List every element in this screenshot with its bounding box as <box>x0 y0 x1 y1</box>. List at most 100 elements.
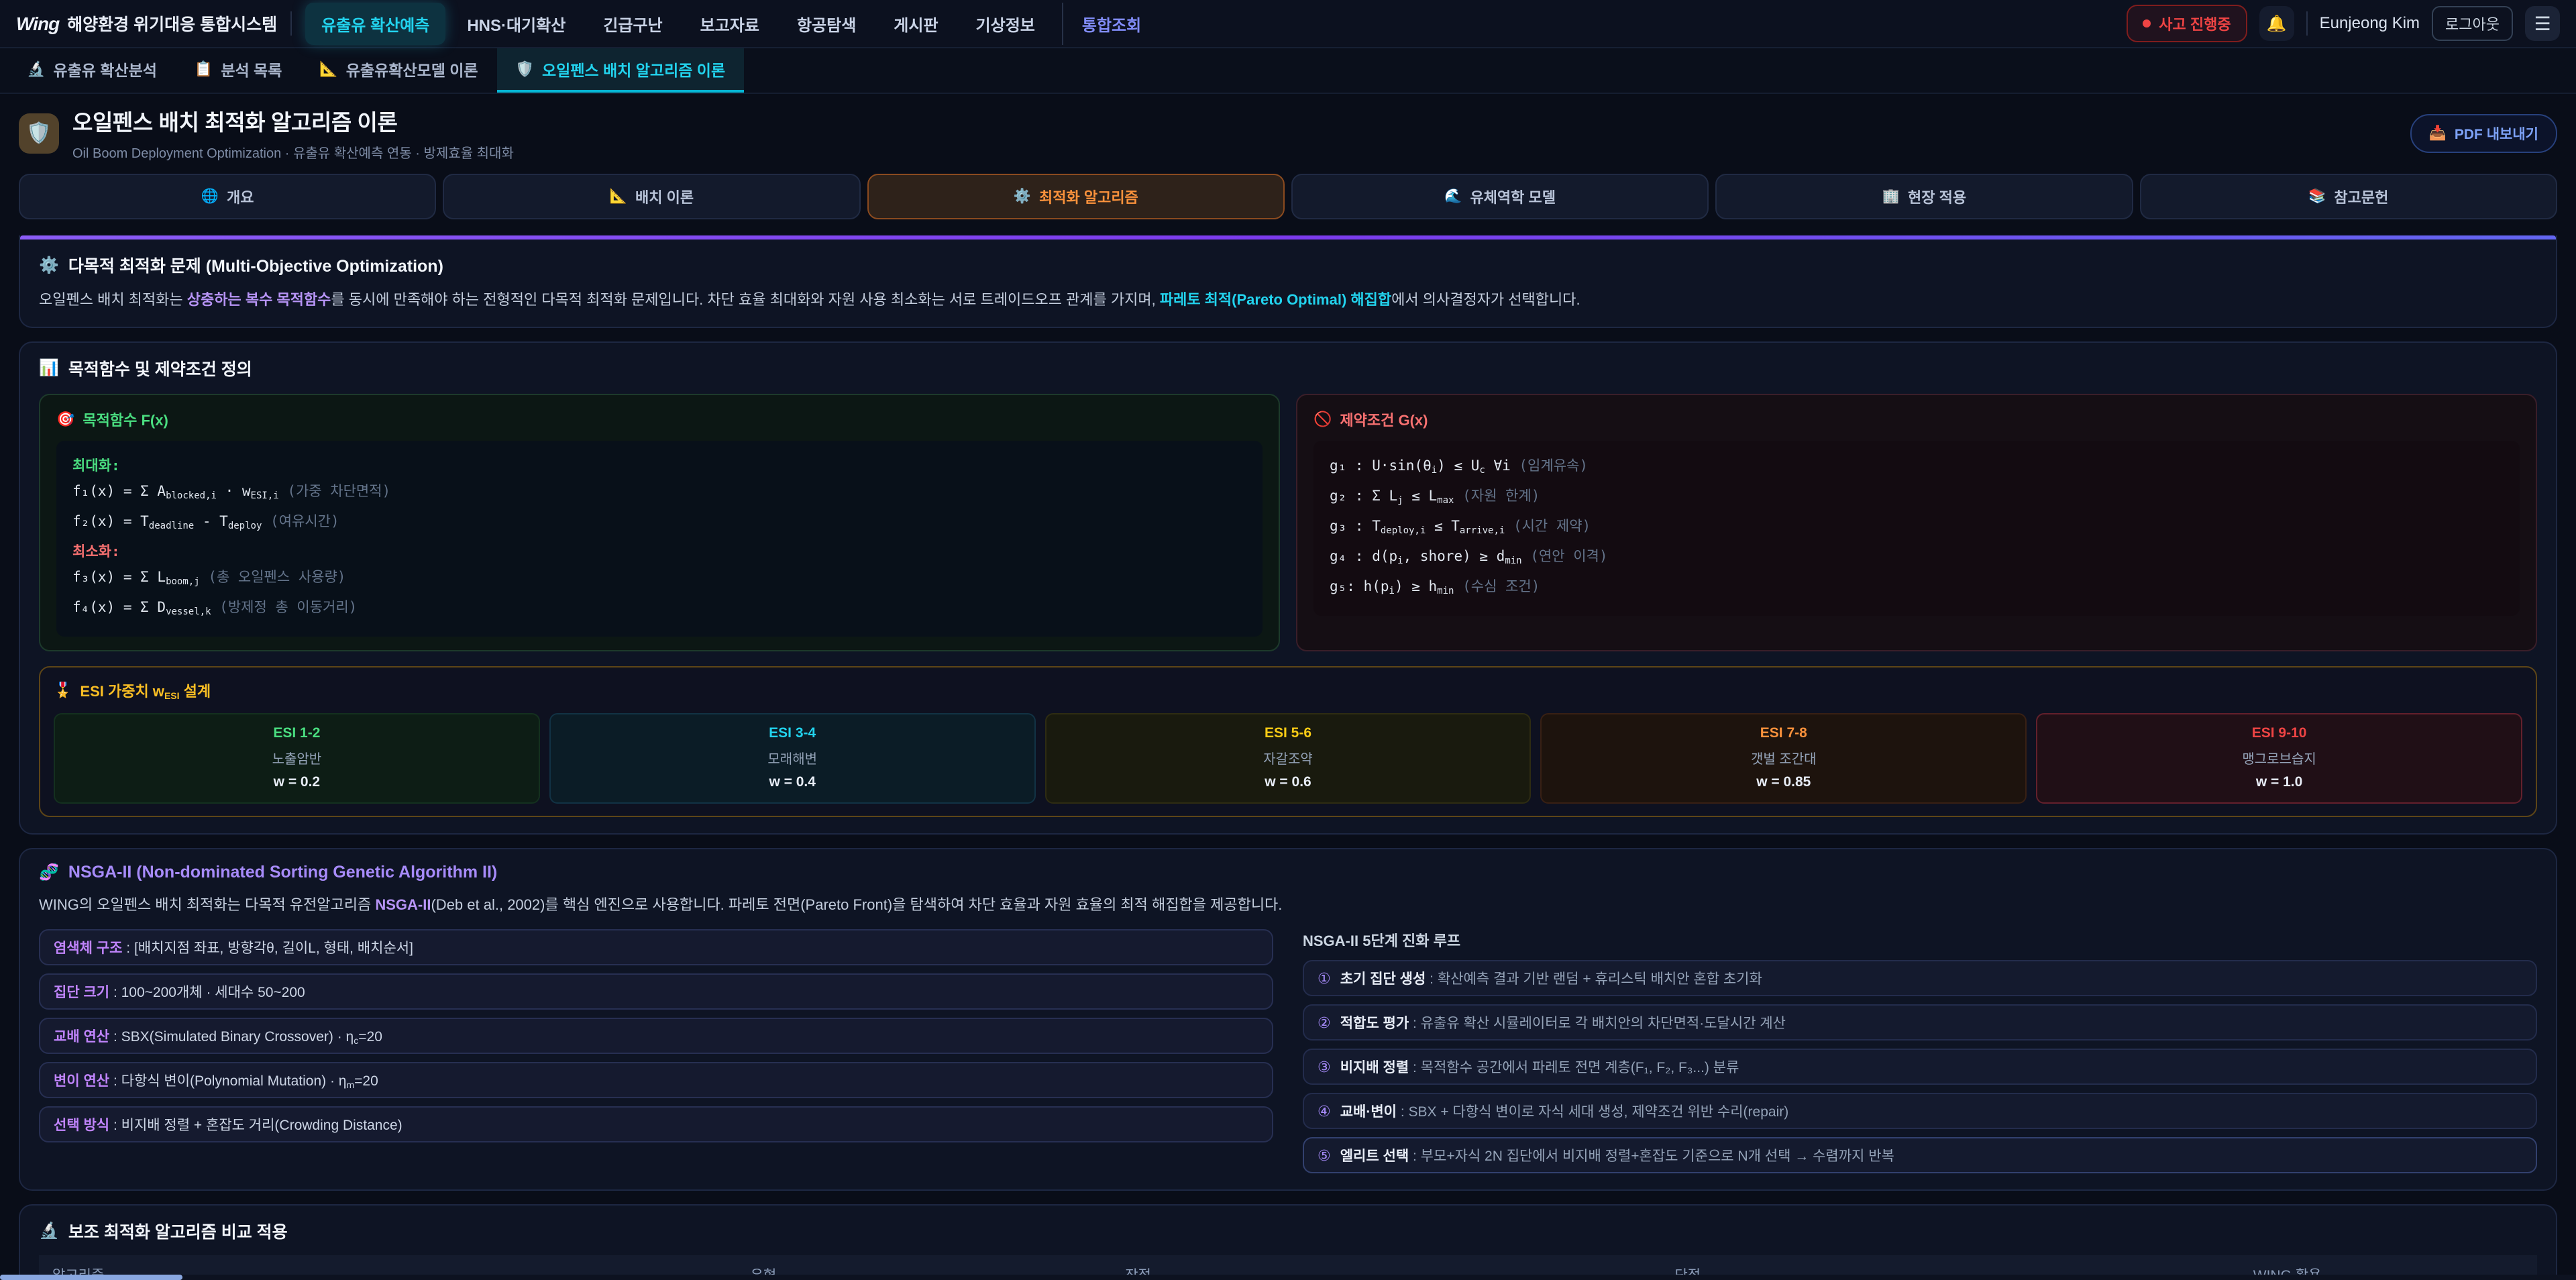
esi-range: ESI 1-2 <box>273 725 321 741</box>
esi-label: 맹그로브습지 <box>2242 751 2316 767</box>
highlight-purple: 상충하는 복수 목적함수 <box>186 291 331 308</box>
ruler-icon: 📐 <box>609 189 628 204</box>
step-number-icon: ⑤ <box>1318 1146 1331 1164</box>
formula-line: g₄ : d(pi, shore) ≥ dmin (연안 이격) <box>1330 547 1608 566</box>
clipboard-icon: 📋 <box>194 60 213 77</box>
maximize-label: 최대화: <box>72 457 120 474</box>
esi-weight: w = 0.85 <box>1756 774 1811 790</box>
step-number-icon: ③ <box>1318 1058 1331 1075</box>
step-number-icon: ① <box>1318 969 1331 987</box>
section-paragraph: 오일펜스 배치 최적화는 상충하는 복수 목적함수를 동시에 만족해야 하는 전… <box>39 289 2537 311</box>
page-shield-icon: 🛡️ <box>19 113 59 154</box>
globe-icon: 🌐 <box>201 189 219 204</box>
tab-deployment-theory[interactable]: 📐 배치 이론 <box>443 174 861 219</box>
tab-optimization-algorithm[interactable]: ⚙️ 최적화 알고리즘 <box>867 174 1285 219</box>
brand[interactable]: Wing 해양환경 위기대응 통합시스템 <box>16 11 277 36</box>
list-item-population: 집단 크기 : 100~200개체 · 세대수 50~200 <box>39 973 1273 1010</box>
hamburger-menu-button[interactable]: ☰ <box>2525 6 2560 41</box>
tab-label: 배치 이론 <box>635 189 694 206</box>
subtab-label: 유출유확산모델 이론 <box>345 62 478 79</box>
loop-step-4: ④ 교배·변이 : SBX + 다항식 변이로 자식 세대 생성, 제약조건 위반… <box>1303 1092 2537 1129</box>
nav-item-integrated-search[interactable]: 통합조회 <box>1061 2 1157 45</box>
nav-item-air-search[interactable]: 항공탐색 <box>796 16 857 35</box>
tab-field-application[interactable]: 🏢 현장 적용 <box>1715 174 2133 219</box>
section-multi-objective: ⚙️ 다목적 최적화 문제 (Multi-Objective Optimizat… <box>19 235 2557 328</box>
esi-weight: w = 1.0 <box>2255 774 2303 790</box>
esi-card-9-10: ESI 9-10 맹그로브습지 w = 1.0 <box>2036 712 2522 804</box>
paragraph-text: 를 동시에 만족해야 하는 전형적인 다목적 최적화 문제입니다. 차단 효율 … <box>331 291 1160 308</box>
loop-heading: NSGA-II 5단계 진화 루프 <box>1303 932 1461 949</box>
esi-range: ESI 7-8 <box>1760 725 1807 741</box>
subtab-diffusion-model-theory[interactable]: 📐 유출유확산모델 이론 <box>301 48 496 93</box>
esi-card-5-6: ESI 5-6 자갈조약 w = 0.6 <box>1044 712 1532 804</box>
page-subtitle: Oil Boom Deployment Optimization · 유출유 확… <box>72 146 514 161</box>
esi-weight: w = 0.2 <box>273 774 321 790</box>
nav-item-board[interactable]: 게시판 <box>894 16 938 35</box>
section-nsga2: 🧬 NSGA-II (Non-dominated Sorting Genetic… <box>19 847 2557 1191</box>
main-menu: 유출유 확산예측 HNS·대기확산 긴급구난 보고자료 항공탐색 게시판 기상정… <box>305 2 2113 45</box>
paragraph-text: WING의 오일펜스 배치 최적화는 다목적 유전알고리즘 <box>39 896 376 913</box>
esi-label: 모래해변 <box>767 751 817 767</box>
notification-button[interactable]: 🔔 <box>2259 6 2294 41</box>
formula-line: f₃(x) = Σ Lboom,j (총 오일펜스 사용량) <box>72 568 346 587</box>
nav-item-oil-spill-prediction[interactable]: 유출유 확산예측 <box>305 2 446 45</box>
section-algorithm-comparison: 🔬 보조 최적화 알고리즘 비교 적용 알고리즘 유형 장점 단점 WING 활… <box>19 1204 2557 1280</box>
esi-range: ESI 3-4 <box>769 725 816 741</box>
pdf-export-button[interactable]: 📥 PDF 내보내기 <box>2410 113 2557 153</box>
incident-label: 사고 진행중 <box>2159 16 2231 33</box>
esi-label: 갯벌 조간대 <box>1751 751 1817 767</box>
paragraph-text: (Deb et al., 2002)를 핵심 엔진으로 사용합니다. 파레토 전… <box>431 896 1283 913</box>
microscope-icon: 🔬 <box>39 1222 59 1240</box>
nav-item-weather[interactable]: 기상정보 <box>975 16 1035 35</box>
list-item-mutation: 변이 연산 : 다항식 변이(Polynomial Mutation) · ηm… <box>39 1061 1273 1098</box>
objective-code-block: 최대화: f₁(x) = Σ Ablocked,i · wESI,i (가중 차… <box>56 440 1263 637</box>
esi-label: 노출암반 <box>272 751 322 767</box>
nav-item-rescue[interactable]: 긴급구난 <box>603 16 663 35</box>
section-objective-constraints: 📊 목적함수 및 제약조건 정의 🎯 목적함수 F(x) 최대화: f₁(x) … <box>19 341 2557 835</box>
brand-logo: Wing <box>16 13 60 34</box>
tab-overview[interactable]: 🌐 개요 <box>19 174 437 219</box>
bell-icon: 🔔 <box>2266 14 2287 33</box>
dna-icon: 🧬 <box>39 863 59 882</box>
pdf-export-label: PDF 내보내기 <box>2454 126 2538 142</box>
building-icon: 🏢 <box>1882 189 1900 204</box>
nsga-evolution-loop: NSGA-II 5단계 진화 루프 ① 초기 집단 생성 : 확산예측 결과 기반… <box>1303 929 2537 1173</box>
formula-line: g₂ : Σ Lj ≤ Lmax (자원 한계) <box>1330 487 1540 506</box>
panel-title: 제약조건 G(x) <box>1340 411 1428 429</box>
esi-weight: w = 0.6 <box>1265 774 1311 790</box>
incident-status-badge[interactable]: 사고 진행중 <box>2127 5 2247 42</box>
panel-title: 목적함수 F(x) <box>83 411 168 429</box>
subtab-analysis-list[interactable]: 📋 분석 목록 <box>176 48 301 93</box>
scrollbar-thumb[interactable] <box>0 1275 182 1280</box>
loop-step-1: ① 초기 집단 생성 : 확산예측 결과 기반 랜덤 + 휴리스틱 배치안 혼합 … <box>1303 959 2537 996</box>
subtab-spill-analysis[interactable]: 🔬 유출유 확산분석 <box>8 48 176 93</box>
subtab-boom-algorithm-theory[interactable]: 🛡️ 오일펜스 배치 알고리즘 이론 <box>496 48 745 93</box>
section-title: 다목적 최적화 문제 (Multi-Objective Optimization… <box>68 257 443 276</box>
list-item-crossover: 교배 연산 : SBX(Simulated Binary Crossover) … <box>39 1017 1273 1054</box>
esi-range: ESI 5-6 <box>1264 725 1312 741</box>
nav-item-hns[interactable]: HNS·대기확산 <box>467 16 566 35</box>
esi-weight-section: 🎖️ ESI 가중치 wESI 설계 ESI 1-2 노출암반 w = 0.2 … <box>39 665 2537 817</box>
page-title: 오일펜스 배치 최적화 알고리즘 이론 <box>72 110 398 135</box>
highlight-purple: NSGA-II <box>375 896 431 913</box>
tab-references[interactable]: 📚 참고문헌 <box>2139 174 2557 219</box>
subtab-label: 유출유 확산분석 <box>53 62 157 79</box>
gear-icon: ⚙️ <box>1013 189 1031 204</box>
step-number-icon: ④ <box>1318 1102 1331 1120</box>
tab-hydrodynamic-model[interactable]: 🌊 유체역학 모델 <box>1291 174 1709 219</box>
hamburger-icon: ☰ <box>2534 13 2551 34</box>
books-icon: 📚 <box>2308 189 2326 204</box>
minimize-label: 최소화: <box>72 543 120 559</box>
loop-step-5: ⑤ 엘리트 선택 : 부모+자식 2N 집단에서 비지배 정렬+혼잡도 기준으로 … <box>1303 1136 2537 1173</box>
tab-label: 개요 <box>227 189 254 206</box>
nav-item-reports[interactable]: 보고자료 <box>700 16 759 35</box>
main-content: 🛡️ 오일펜스 배치 최적화 알고리즘 이론 Oil Boom Deployme… <box>0 105 2576 1280</box>
purple-gradient-bar <box>20 235 2556 239</box>
logout-button[interactable]: 로그아웃 <box>2432 6 2513 41</box>
step-number-icon: ② <box>1318 1014 1331 1031</box>
section-title: 보조 최적화 알고리즘 비교 적용 <box>68 1222 288 1242</box>
gear-icon: ⚙️ <box>39 256 59 274</box>
formula-line: f₄(x) = Σ Dvessel,k (방제정 총 이동거리) <box>72 598 358 617</box>
user-name: Eunjeong Kim <box>2319 14 2420 32</box>
list-item-selection: 선택 방식 : 비지배 정렬 + 혼잡도 거리(Crowding Distanc… <box>39 1106 1273 1142</box>
